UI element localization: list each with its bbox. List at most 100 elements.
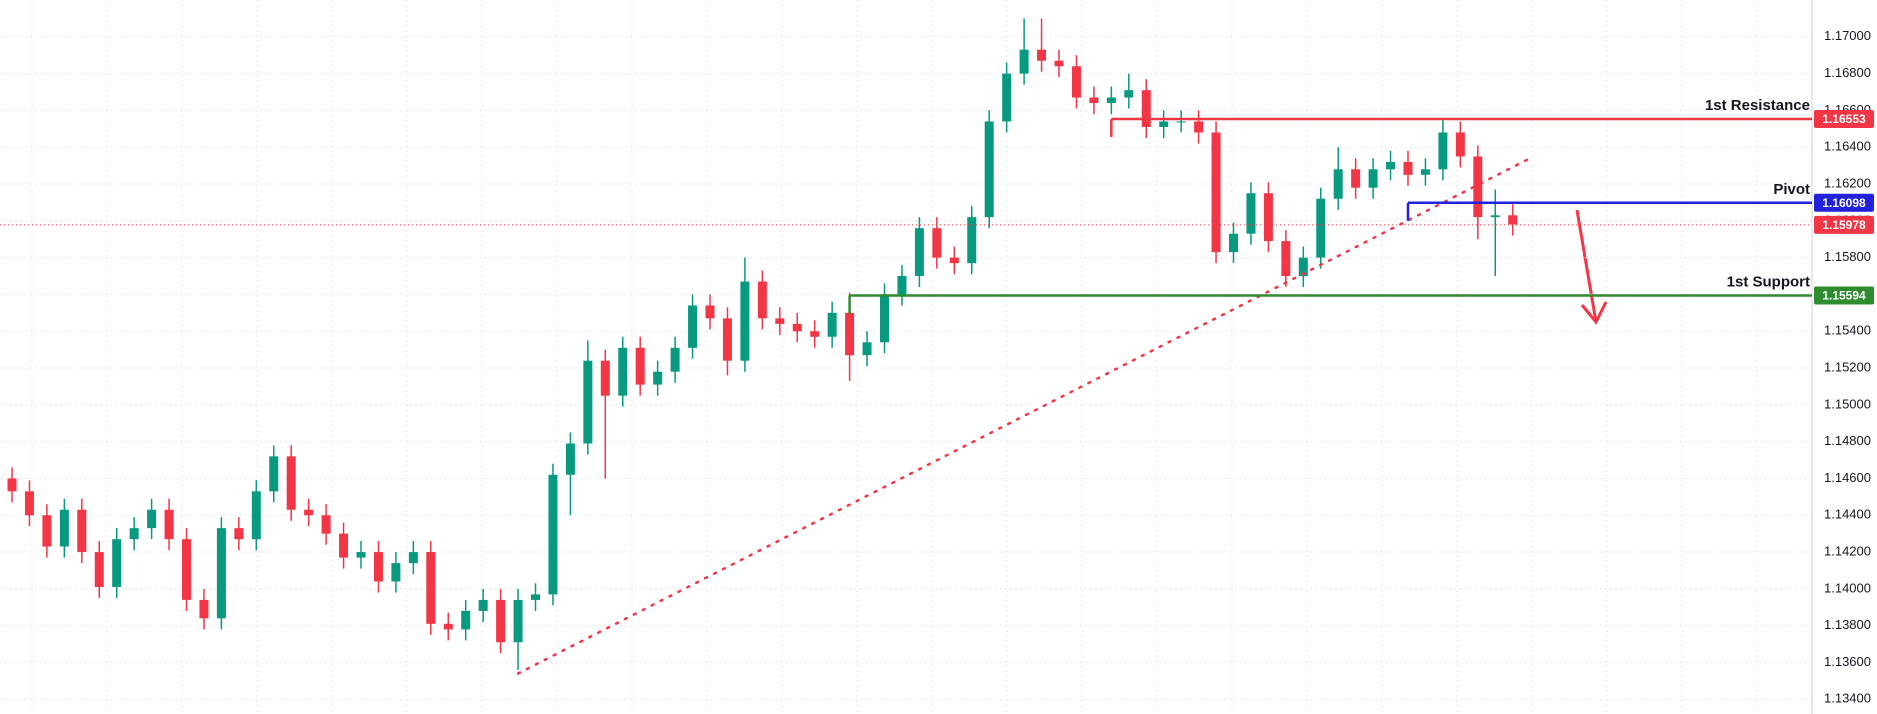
y-tick-label: 1.15800	[1824, 249, 1871, 264]
candle-body	[845, 312, 855, 356]
candle-body	[1194, 121, 1204, 133]
candle-body	[1071, 66, 1081, 98]
candle-body	[1420, 169, 1430, 175]
candle-body	[42, 515, 52, 547]
candle-body	[1316, 198, 1326, 258]
candle-body	[251, 491, 261, 540]
candle-body	[1141, 90, 1151, 127]
y-tick-label: 1.14200	[1824, 543, 1871, 558]
candle-body	[408, 552, 418, 564]
candle-body	[1263, 193, 1273, 242]
candle-body	[1106, 97, 1116, 104]
candle-body	[1298, 257, 1308, 277]
candle-body	[1124, 90, 1134, 98]
candle-body	[1455, 132, 1465, 157]
candle-body	[1159, 121, 1169, 127]
y-tick-label: 1.15200	[1824, 359, 1871, 374]
candle-body	[1368, 169, 1378, 188]
y-tick-label: 1.16400	[1824, 139, 1871, 154]
price-tag-label: 1.15978	[1822, 218, 1866, 232]
candle-body	[182, 539, 191, 600]
price-tag-label: 1.16098	[1822, 196, 1866, 210]
candle-body	[1508, 215, 1518, 225]
candle-body	[94, 552, 104, 588]
candle-body	[967, 217, 977, 264]
candle-body	[339, 533, 349, 558]
candle-body	[635, 347, 645, 385]
candle-body	[1473, 156, 1483, 218]
candle-body	[112, 539, 122, 588]
candle-body	[583, 360, 593, 444]
down-arrow	[1575, 209, 1608, 325]
candle-body	[548, 474, 558, 595]
candle-body	[740, 281, 750, 361]
y-tick-label: 1.14000	[1824, 580, 1871, 595]
candle-body	[914, 228, 924, 277]
candle-body	[478, 599, 488, 611]
y-tick-label: 1.16800	[1824, 65, 1871, 80]
candle-body	[443, 623, 453, 630]
level-label: 1st Support	[1727, 274, 1810, 291]
candle-body	[234, 528, 244, 540]
candle-body	[164, 509, 174, 540]
candle-body	[618, 347, 628, 396]
y-tick-label: 1.17000	[1824, 28, 1871, 43]
y-tick-label: 1.15000	[1824, 396, 1871, 411]
candle-body	[1229, 233, 1238, 253]
price-tag-label: 1.16553	[1822, 112, 1866, 126]
candle-body	[129, 528, 139, 540]
candle-body	[810, 331, 820, 337]
trendline	[516, 157, 1532, 675]
candle-body	[286, 456, 296, 510]
candle-body	[216, 528, 226, 619]
price-tag	[1814, 215, 1874, 234]
candle-body	[1037, 49, 1047, 61]
candle-body	[932, 228, 942, 258]
candle-body	[7, 478, 17, 492]
y-tick-label: 1.14800	[1824, 433, 1871, 448]
candle-body	[880, 294, 889, 343]
candle-body	[1403, 161, 1413, 175]
candle-body	[653, 371, 663, 385]
candle-body	[1211, 132, 1221, 253]
candle-body	[1002, 73, 1012, 122]
y-tick-label: 1.16200	[1824, 175, 1871, 190]
candle-body	[77, 509, 87, 553]
candle-body	[722, 318, 732, 361]
candle-body	[949, 257, 959, 264]
price-tag	[1814, 193, 1874, 212]
candle-body	[461, 610, 471, 630]
candle-body	[827, 312, 837, 337]
candle-body	[600, 360, 610, 396]
y-tick-label: 1.14400	[1824, 507, 1871, 522]
level-label: Pivot	[1773, 181, 1810, 198]
price-tag	[1814, 286, 1874, 305]
candle-body	[1490, 215, 1500, 218]
price-tag	[1814, 110, 1874, 129]
candle-body	[688, 305, 698, 348]
candle-body	[426, 552, 436, 624]
candle-body	[1019, 49, 1029, 74]
candle-body	[1438, 132, 1448, 170]
candle-body	[897, 276, 907, 295]
candle-body	[199, 599, 209, 619]
candle-body	[670, 347, 680, 372]
y-tick-label: 1.13800	[1824, 617, 1871, 632]
candle-body	[24, 491, 34, 516]
candle-body	[757, 281, 767, 319]
candle-body	[1246, 193, 1256, 234]
y-tick-label: 1.13600	[1824, 654, 1871, 669]
candle-body	[1176, 121, 1186, 123]
level-label: 1st Resistance	[1705, 97, 1810, 114]
candle-body	[513, 599, 523, 643]
candle-body	[792, 323, 802, 332]
candle-body	[356, 552, 366, 558]
candle-body	[373, 552, 383, 582]
candle-body	[862, 342, 872, 356]
y-tick-label: 1.15400	[1824, 323, 1871, 338]
candle-body	[565, 443, 575, 475]
price-tag-label: 1.15594	[1822, 289, 1866, 303]
candle-body	[775, 318, 785, 324]
